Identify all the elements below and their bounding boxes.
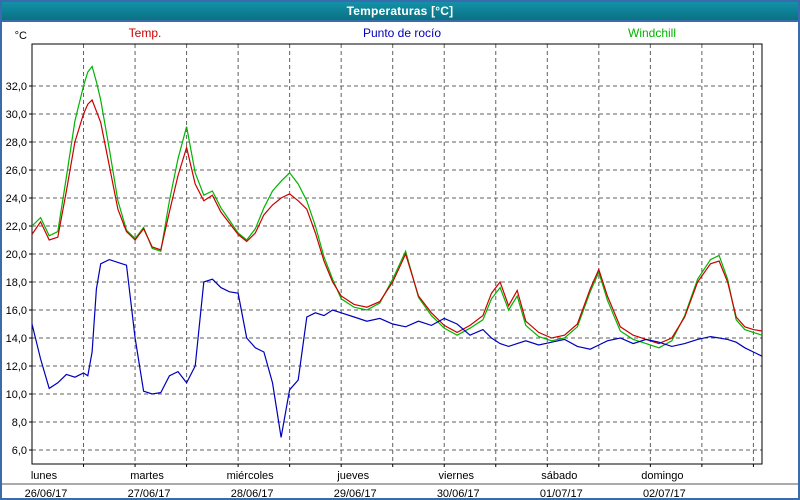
svg-text:32,0: 32,0	[6, 81, 27, 93]
svg-text:jueves: jueves	[336, 470, 369, 482]
svg-text:18,0: 18,0	[6, 277, 27, 289]
svg-text:28/06/17: 28/06/17	[231, 488, 274, 498]
svg-text:6,0: 6,0	[12, 445, 27, 457]
svg-text:12,0: 12,0	[6, 361, 27, 373]
svg-text:miércoles: miércoles	[227, 470, 275, 482]
chart-title: Temperaturas [°C]	[346, 4, 454, 18]
svg-text:02/07/17: 02/07/17	[643, 488, 686, 498]
svg-text:martes: martes	[130, 470, 164, 482]
svg-text:01/07/17: 01/07/17	[540, 488, 583, 498]
svg-text:14,0: 14,0	[6, 333, 27, 345]
svg-text:viernes: viernes	[439, 470, 475, 482]
chart-area: Temp. Punto de rocío Windchill 6,0 8,0 10,…	[2, 22, 798, 498]
svg-text:27/06/17: 27/06/17	[128, 488, 171, 498]
svg-text:lunes: lunes	[31, 470, 58, 482]
svg-text:28,0: 28,0	[6, 137, 27, 149]
svg-text:30/06/17: 30/06/17	[437, 488, 480, 498]
svg-text:26,0: 26,0	[6, 165, 27, 177]
svg-text:16,0: 16,0	[6, 305, 27, 317]
title-bar: Temperaturas [°C]	[2, 2, 798, 22]
temperature-plot: 6,0 8,0 10,0 12,0 14,0 16,0 18,0 20,0 22,0 24,0 26…	[2, 30, 798, 498]
svg-text:20,0: 20,0	[6, 249, 27, 261]
svg-text:26/06/17: 26/06/17	[25, 488, 68, 498]
svg-text:24,0: 24,0	[6, 193, 27, 205]
svg-text:10,0: 10,0	[6, 389, 27, 401]
svg-text:sábado: sábado	[541, 470, 577, 482]
svg-text:8,0: 8,0	[12, 417, 27, 429]
svg-text:°C: °C	[15, 30, 27, 42]
svg-text:domingo: domingo	[641, 470, 683, 482]
svg-text:22,0: 22,0	[6, 221, 27, 233]
svg-text:30,0: 30,0	[6, 109, 27, 121]
svg-text:29/06/17: 29/06/17	[334, 488, 377, 498]
